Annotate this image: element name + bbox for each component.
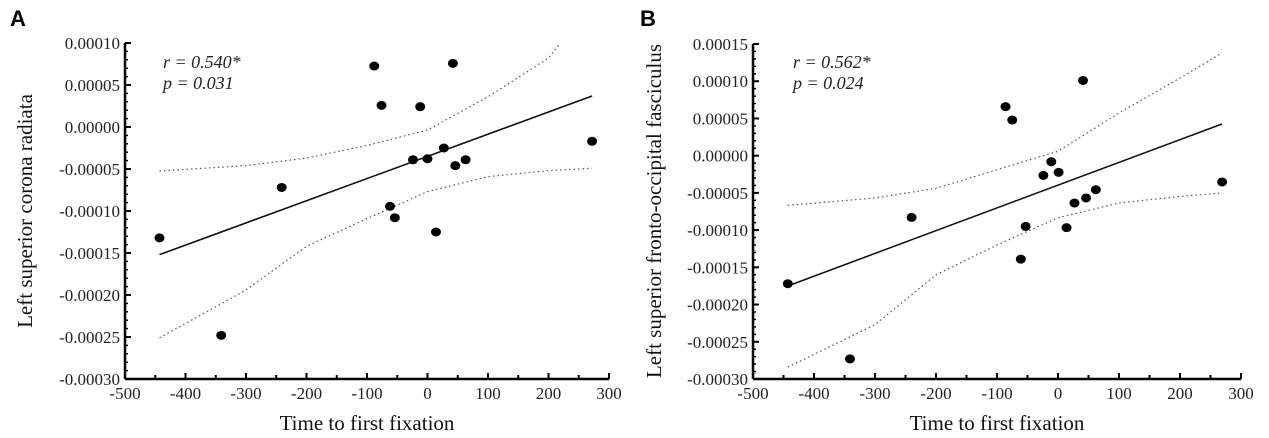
data-point (1081, 193, 1092, 203)
y-tick-label: 0.00005 (65, 76, 120, 95)
x-tick-label: 200 (536, 384, 562, 403)
y-axis-title: Left superior fronto-occipital fasciculu… (642, 44, 666, 378)
y-tick-label: -0.00015 (59, 244, 120, 263)
regression-line (787, 123, 1223, 287)
y-tick-label: -0.00010 (687, 221, 748, 240)
ci-lower-band (787, 192, 1223, 368)
x-tick-label: -300 (230, 384, 261, 403)
data-point (906, 212, 917, 222)
x-tick-label: 100 (475, 384, 501, 403)
y-axis-title: Left superior corona radiata (13, 93, 37, 327)
x-tick-label: 200 (1167, 384, 1193, 403)
x-axis-title: Time to first fixation (280, 411, 455, 435)
data-point (1217, 177, 1228, 187)
data-point (1015, 254, 1026, 264)
y-tick-label: -0.00020 (687, 296, 748, 315)
data-point (384, 201, 395, 211)
x-tick-label: -100 (351, 384, 382, 403)
x-tick-label: 100 (1106, 384, 1132, 403)
y-tick-label: -0.00030 (687, 370, 748, 389)
data-point (376, 100, 387, 110)
panel-label: A (10, 6, 26, 31)
data-point (1000, 102, 1011, 112)
data-point (422, 154, 433, 164)
panel-label: B (640, 6, 656, 31)
x-axis-title: Time to first fixation (910, 411, 1085, 435)
x-tick-label: -100 (981, 384, 1012, 403)
data-point (447, 58, 458, 68)
x-tick-label: 300 (1228, 384, 1254, 403)
data-point (407, 155, 418, 165)
y-tick-label: 0.00005 (693, 109, 748, 128)
regression-line (159, 95, 593, 256)
data-point (154, 233, 165, 243)
data-point (1069, 198, 1080, 208)
data-point (1053, 167, 1064, 177)
data-point (844, 354, 855, 364)
x-tick-label: -400 (170, 384, 201, 403)
y-tick-label: -0.00015 (687, 258, 748, 277)
y-tick-label: -0.00005 (59, 160, 120, 179)
data-point (1038, 170, 1049, 180)
y-tick-label: -0.00005 (687, 184, 748, 203)
data-point (216, 330, 227, 340)
y-tick-label: 0.00010 (65, 34, 120, 53)
r-annotation: r = 0.540* (163, 52, 241, 72)
x-tick-label: 0 (423, 384, 432, 403)
data-point (276, 182, 287, 192)
x-tick-label: 300 (596, 384, 622, 403)
data-point (460, 155, 471, 165)
y-tick-label: -0.00030 (59, 370, 120, 389)
data-point (438, 143, 449, 153)
y-tick-label: 0.00000 (65, 118, 120, 137)
p-annotation: p = 0.024 (791, 73, 864, 93)
y-tick-label: -0.00020 (59, 286, 120, 305)
x-tick-label: -200 (291, 384, 322, 403)
data-point (587, 136, 598, 146)
data-point (369, 61, 380, 71)
data-point (415, 102, 426, 112)
data-point (1078, 75, 1089, 85)
x-tick-label: 0 (1054, 384, 1063, 403)
ci-lower-band (159, 167, 593, 339)
data-point (1061, 223, 1072, 233)
y-tick-label: -0.00010 (59, 202, 120, 221)
y-tick-label: -0.00025 (687, 333, 748, 352)
x-tick-label: -500 (109, 384, 140, 403)
x-tick-label: -400 (798, 384, 829, 403)
y-tick-label: -0.00025 (59, 328, 120, 347)
data-point (1046, 157, 1057, 167)
x-tick-label: -200 (920, 384, 951, 403)
data-point (450, 161, 461, 171)
data-point (782, 279, 793, 289)
ci-upper-band (159, 44, 560, 172)
data-point (389, 213, 400, 223)
x-tick-label: -300 (859, 384, 890, 403)
r-annotation: r = 0.562* (793, 52, 871, 72)
y-tick-label: 0.00010 (693, 72, 748, 91)
data-point (1020, 221, 1031, 231)
x-tick-label: -500 (737, 384, 768, 403)
data-point (1007, 115, 1018, 125)
y-tick-label: 0.00015 (693, 35, 748, 54)
panel-b: B r = 0.562* p = 0.024 Time to first fix… (640, 6, 1254, 435)
p-annotation: p = 0.031 (161, 73, 234, 93)
data-point (430, 227, 441, 237)
y-tick-label: 0.00000 (693, 147, 748, 166)
panel-a: A r = 0.540* p = 0.031 Time to first fix… (10, 6, 622, 435)
data-point (1090, 185, 1101, 195)
